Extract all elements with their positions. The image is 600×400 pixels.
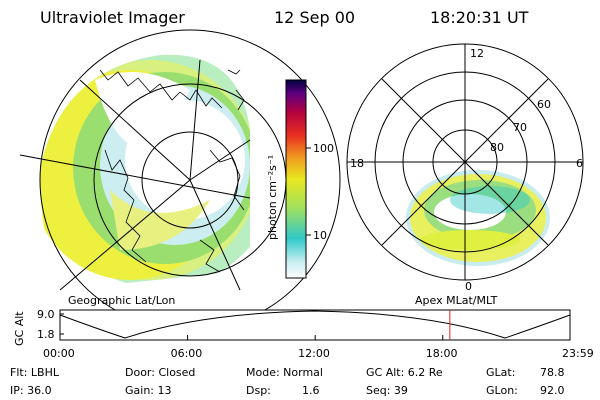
polar-aurora-image <box>406 170 550 266</box>
status-filter: Flt: LBHL <box>10 366 59 379</box>
time-axis: 00:00 06:00 12:00 18:00 23:59 <box>43 335 594 360</box>
date-label: 12 Sep 00 <box>274 8 356 27</box>
time-label: 18:20:31 UT <box>430 8 529 27</box>
status-dsp-label: Dsp: <box>246 384 271 397</box>
colorbar-unit-label: photon cm⁻²s⁻¹ <box>266 155 279 240</box>
coastlines <box>99 69 245 273</box>
alt-tick-9: 9.0 <box>37 308 55 321</box>
status-gain: Gain: 13 <box>125 384 172 397</box>
colorbar-tick-100: 100 <box>313 142 334 155</box>
time-tick-label: 12:00 <box>298 347 330 360</box>
mlt-label-12: 12 <box>470 47 484 60</box>
status-seq: Seq: 39 <box>366 384 408 397</box>
altitude-plot: 9.0 1.8 GC Alt 00:00 06:00 12:00 18:00 23:59 <box>13 308 594 360</box>
mlt-label-0: 0 <box>465 280 472 293</box>
mlt-label-6: 6 <box>576 157 583 170</box>
status-mode: Mode: Normal <box>246 366 323 379</box>
time-tick-label: 00:00 <box>43 347 75 360</box>
geo-map-caption: Geographic Lat/Lon <box>68 294 175 307</box>
status-glat-value: 78.8 <box>540 366 565 379</box>
altitude-curve <box>59 310 571 339</box>
status-glon-label: GLon: <box>486 384 518 397</box>
alt-tick-1-8: 1.8 <box>37 328 55 341</box>
time-tick-label: 06:00 <box>171 347 203 360</box>
polar-map-caption: Apex MLat/MLT <box>415 294 498 307</box>
polar-map: 12 18 6 0 60 70 80 Apex MLat/MLT <box>346 43 584 307</box>
color-bar: 100 10 photon cm⁻²s⁻¹ <box>266 79 334 279</box>
mlat-label-60: 60 <box>537 98 551 111</box>
app-title: Ultraviolet Imager <box>40 8 185 27</box>
time-tick-label: 23:59 <box>562 347 594 360</box>
status-dsp-value: 1.6 <box>302 384 320 397</box>
status-gc-alt: GC Alt: 6.2 Re <box>366 366 443 379</box>
status-ip: IP: 36.0 <box>10 384 52 397</box>
alt-axis-label: GC Alt <box>13 311 26 346</box>
mlat-label-70: 70 <box>513 121 527 134</box>
status-glat-label: GLat: <box>486 366 516 379</box>
geo-aurora-image <box>40 54 250 288</box>
colorbar-tick-10: 10 <box>313 229 327 242</box>
status-door: Door: Closed <box>125 366 196 379</box>
geographic-map: Geographic Lat/Lon <box>19 29 341 331</box>
mlat-label-80: 80 <box>490 141 504 154</box>
time-tick-label: 18:00 <box>426 347 458 360</box>
status-glon-value: 92.0 <box>540 384 565 397</box>
mlt-label-18: 18 <box>350 157 364 170</box>
